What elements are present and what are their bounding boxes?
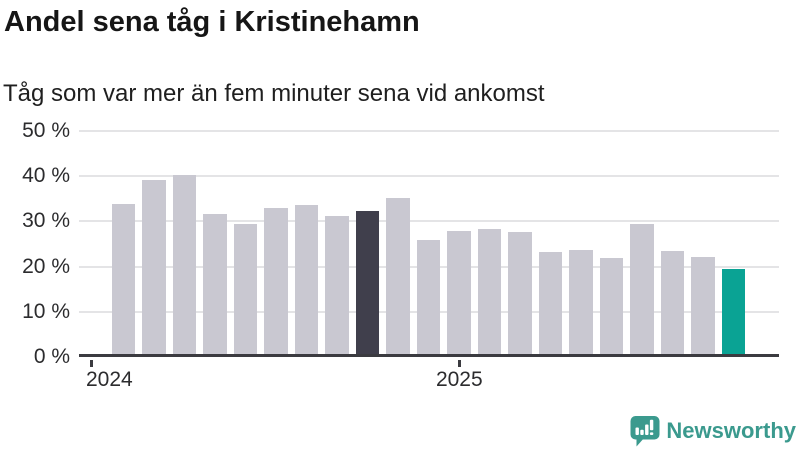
y-axis-label-30: 30 % [22, 209, 70, 233]
gridline-50 [79, 130, 779, 133]
newsworthy-logo-text: Newsworthy [666, 418, 796, 443]
x-axis-label-2024: 2024 [86, 368, 133, 391]
bar-2025-03 [508, 231, 532, 354]
bar-chart: 0 % 10 % 20 % 30 % 40 % 50 % 2024 2025 [0, 110, 800, 400]
bar-2024-10 [355, 211, 380, 354]
bar-2024-04 [172, 174, 197, 354]
x-axis-tick-2025 [458, 360, 461, 367]
bar-2025-08 [660, 250, 685, 354]
bar-2024-12 [416, 239, 441, 354]
bar-2024-08 [294, 204, 319, 354]
bar-2025-09 [691, 257, 715, 354]
bar-2025-04 [538, 252, 563, 354]
newsworthy-logo-icon [630, 416, 660, 447]
x-axis-label-2025: 2025 [435, 368, 483, 391]
y-axis-label-20: 20 % [22, 254, 70, 278]
bar-2024-07 [264, 208, 288, 354]
bar-2025-10 [721, 269, 746, 354]
bar-2024-03 [142, 180, 166, 354]
bar-2024-05 [203, 213, 227, 354]
bar-2025-02 [477, 229, 502, 354]
bar-2025-05 [569, 250, 593, 354]
chart-subtitle: Tåg som var mer än fem minuter sena vid … [3, 80, 545, 107]
y-axis-label-50: 50 % [22, 119, 70, 142]
bar-2025-06 [599, 258, 624, 354]
newsworthy-logo[interactable]: Newsworthy [630, 416, 796, 447]
bar-2024-02 [111, 203, 136, 354]
bar-2024-09 [325, 215, 349, 354]
bar-2025-01 [447, 230, 471, 354]
y-axis-label-0: 0 % [33, 345, 70, 368]
x-axis-tick-2024 [90, 360, 93, 367]
bar-2025-07 [630, 224, 654, 354]
chart-title: Andel sena tåg i Kristinehamn [4, 6, 420, 38]
bar-2024-06 [233, 224, 258, 354]
gridline-30 [79, 220, 779, 223]
bar-2024-11 [386, 197, 410, 354]
plot-area [79, 130, 779, 357]
y-axis-label-10: 10 % [22, 299, 70, 323]
gridline-40 [79, 175, 779, 178]
y-axis-label-40: 40 % [22, 164, 70, 188]
